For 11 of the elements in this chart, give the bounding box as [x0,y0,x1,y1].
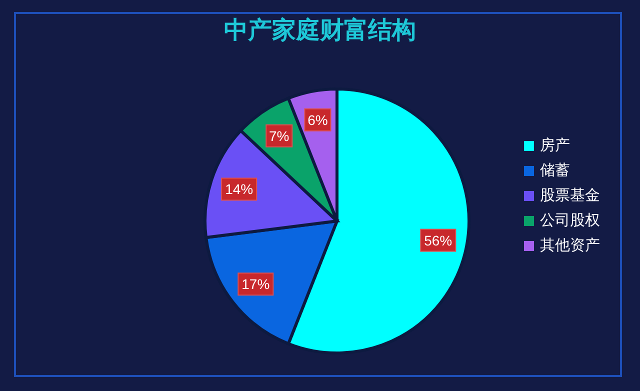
data-label: 7% [269,128,290,144]
legend-label: 储蓄 [540,161,570,180]
data-label: 17% [242,276,270,292]
data-label: 6% [308,112,328,128]
legend-label: 股票基金 [540,186,600,205]
legend-label: 公司股权 [540,211,600,230]
data-label: 56% [424,232,452,248]
data-label: 14% [225,181,254,198]
legend-label: 房产 [540,136,570,155]
legend-label: 其他资产 [540,236,600,255]
chart-title: 中产家庭财富结构 [223,15,417,46]
